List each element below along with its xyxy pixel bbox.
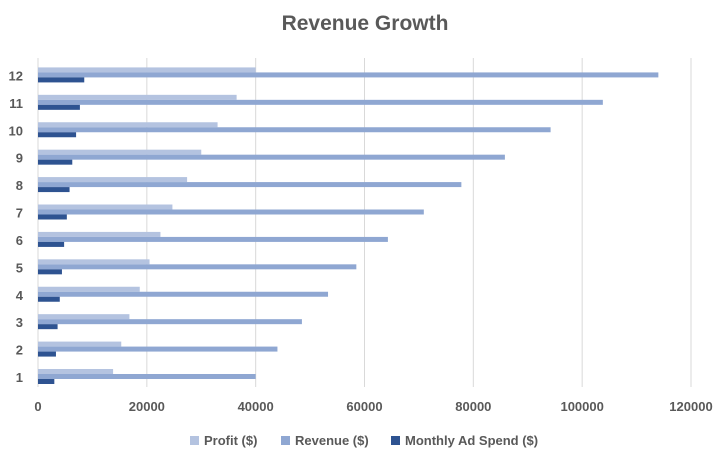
y-tick-label: 6: [16, 233, 23, 248]
legend-swatch: [391, 436, 400, 445]
bar-monthly-ad-spend-5: [38, 269, 62, 275]
y-tick-label: 1: [16, 370, 23, 385]
x-tick-label: 60000: [346, 399, 382, 414]
x-axis-ticks: 0 20000 40000 60000 80000 100000 120000: [34, 399, 712, 414]
bar-monthly-ad-spend-6: [38, 241, 65, 247]
y-tick-label: 9: [16, 151, 23, 166]
legend-swatch: [190, 436, 199, 445]
bar-revenue-2: [38, 346, 278, 352]
legend-label: Profit ($): [204, 433, 257, 448]
bar-revenue-10: [38, 127, 551, 133]
bar-revenue-7: [38, 209, 424, 215]
bar-monthly-ad-spend-4: [38, 296, 60, 302]
y-tick-label: 10: [9, 123, 23, 138]
bar-revenue-11: [38, 99, 603, 105]
bar-profit-3: [38, 314, 130, 320]
bar-profit-12: [38, 67, 256, 73]
bar-revenue-9: [38, 154, 505, 160]
bar-revenue-5: [38, 264, 357, 270]
bar-revenue-8: [38, 182, 462, 188]
y-tick-label: 7: [16, 206, 23, 221]
y-tick-label: 5: [16, 260, 23, 275]
legend-label: Monthly Ad Spend ($): [405, 433, 538, 448]
bar-monthly-ad-spend-9: [38, 159, 73, 165]
bars: [38, 67, 659, 384]
bar-profit-7: [38, 204, 173, 210]
y-tick-label: 2: [16, 343, 23, 358]
bar-revenue-3: [38, 319, 302, 325]
bar-monthly-ad-spend-3: [38, 324, 58, 330]
x-tick-label: 40000: [238, 399, 274, 414]
bar-profit-1: [38, 369, 114, 374]
bar-profit-6: [38, 231, 161, 237]
legend-swatch: [281, 436, 290, 445]
y-tick-label: 12: [9, 68, 23, 83]
bar-monthly-ad-spend-11: [38, 104, 80, 110]
bar-profit-8: [38, 177, 188, 183]
bar-profit-4: [38, 286, 140, 292]
bar-profit-9: [38, 149, 202, 155]
x-tick-label: 0: [34, 399, 41, 414]
y-tick-label: 4: [16, 288, 24, 303]
bar-profit-2: [38, 341, 122, 347]
x-tick-label: 100000: [560, 399, 603, 414]
bar-monthly-ad-spend-1: [38, 379, 55, 384]
y-tick-label: 11: [9, 96, 23, 111]
bar-monthly-ad-spend-2: [38, 351, 56, 357]
bar-revenue-12: [38, 72, 659, 78]
legend: Profit ($) Revenue ($) Monthly Ad Spend ($…: [190, 433, 538, 448]
bar-revenue-4: [38, 291, 329, 297]
gridlines: [37, 58, 692, 387]
chart-title: Revenue Growth: [282, 12, 449, 35]
bar-revenue-6: [38, 236, 388, 242]
bar-monthly-ad-spend-10: [38, 132, 77, 138]
x-tick-label: 80000: [455, 399, 491, 414]
bar-revenue-1: [38, 374, 256, 379]
bar-profit-10: [38, 122, 218, 128]
bar-monthly-ad-spend-7: [38, 214, 67, 220]
y-tick-label: 3: [16, 315, 23, 330]
legend-label: Revenue ($): [295, 433, 369, 448]
bar-profit-5: [38, 259, 150, 265]
bar-monthly-ad-spend-12: [38, 77, 85, 83]
x-tick-label: 20000: [129, 399, 165, 414]
y-tick-label: 8: [16, 178, 23, 193]
x-tick-label: 120000: [669, 399, 712, 414]
bar-profit-11: [38, 94, 237, 100]
bar-monthly-ad-spend-8: [38, 187, 70, 193]
